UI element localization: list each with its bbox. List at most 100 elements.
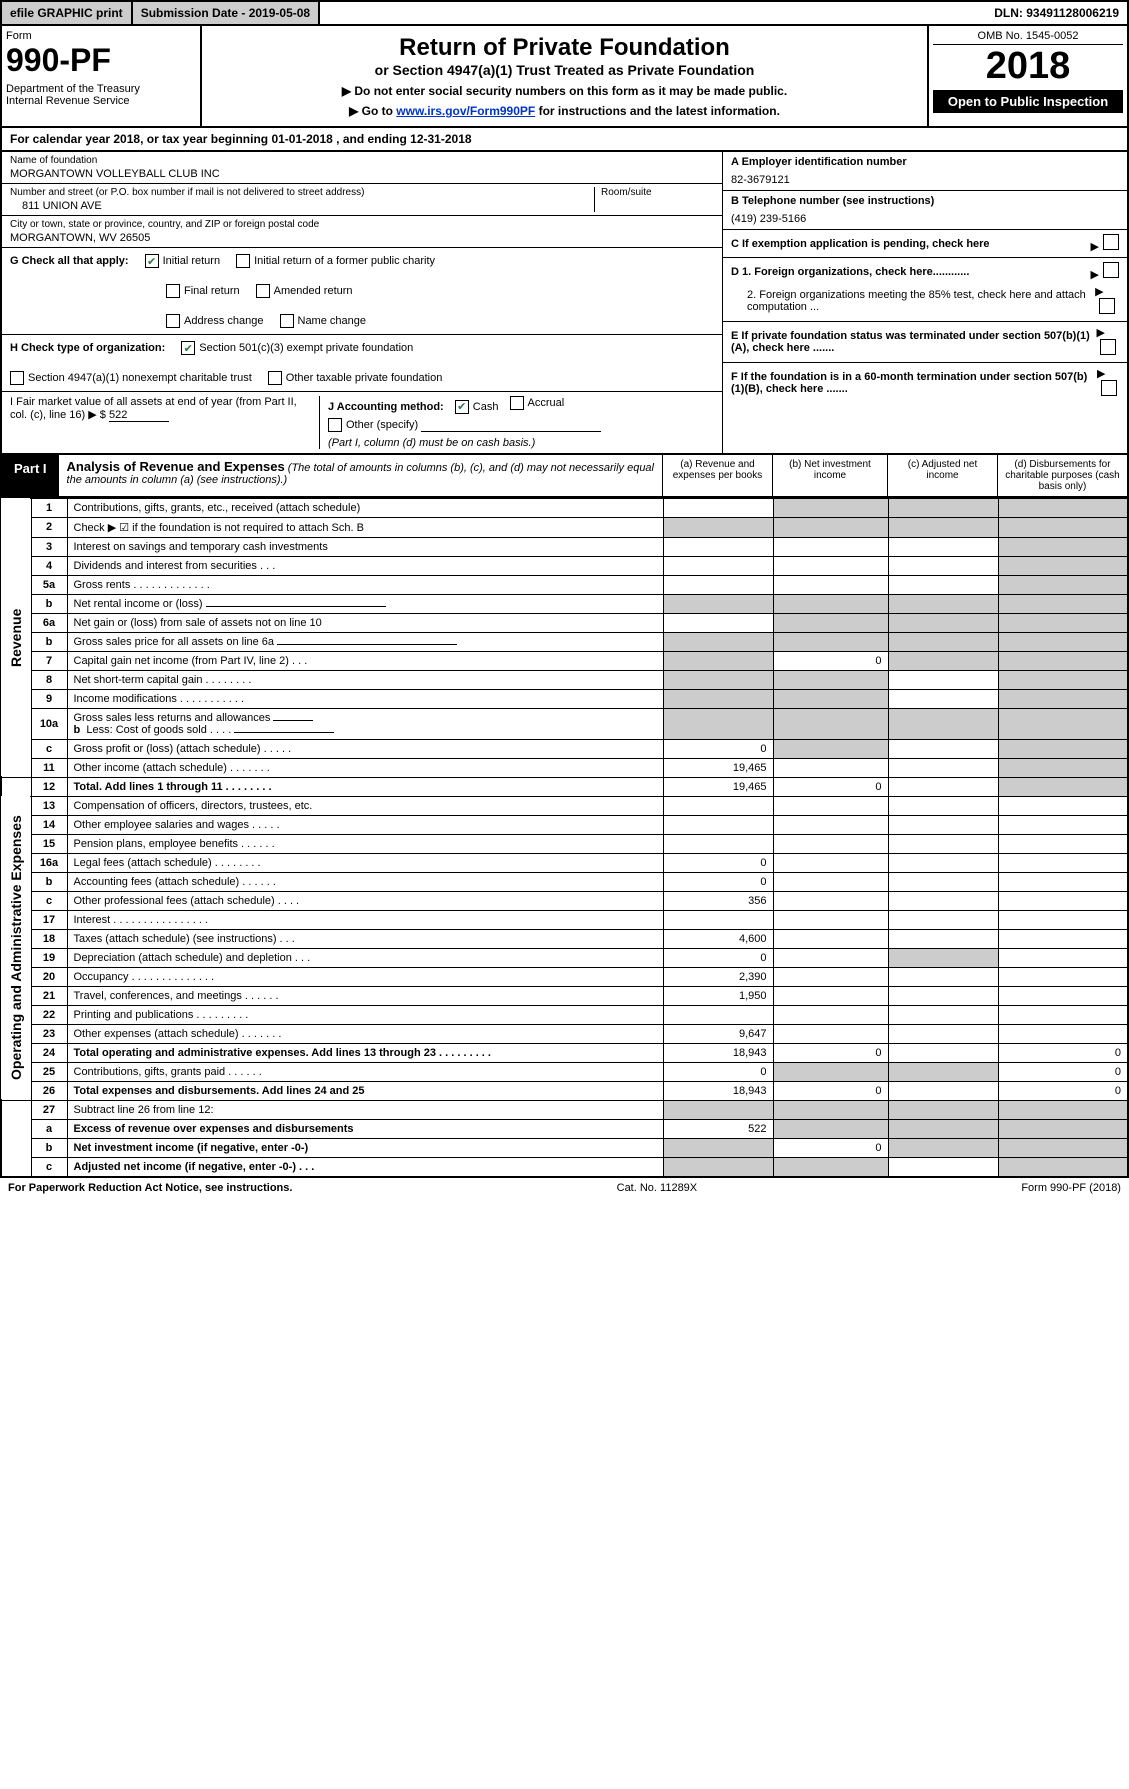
cell-value: 0 — [773, 1043, 888, 1062]
table-row: cGross profit or (loss) (attach schedule… — [1, 739, 1128, 758]
other-method-label: Other (specify) — [346, 419, 418, 431]
cell-value: 18,943 — [663, 1043, 773, 1062]
col-d-header: (d) Disbursements for charitable purpose… — [997, 455, 1127, 496]
room-label: Room/suite — [601, 187, 714, 198]
4947-checkbox[interactable] — [10, 371, 24, 385]
table-row: 26Total expenses and disbursements. Add … — [1, 1081, 1128, 1100]
d1-checkbox[interactable] — [1103, 262, 1119, 278]
dln-label: DLN: 93491128006219 — [986, 2, 1127, 24]
d2-checkbox[interactable] — [1099, 298, 1115, 314]
cell-value: 0 — [773, 1138, 888, 1157]
cash-checkbox[interactable] — [455, 400, 469, 414]
instr2-pre: ▶ Go to — [349, 104, 396, 118]
table-row: Revenue 1 Contributions, gifts, grants, … — [1, 498, 1128, 517]
table-row: 27Subtract line 26 from line 12: — [1, 1100, 1128, 1119]
table-row: cOther professional fees (attach schedul… — [1, 891, 1128, 910]
section-g: G Check all that apply: Initial return I… — [2, 248, 722, 335]
initial-return-checkbox[interactable] — [145, 254, 159, 268]
name-label: Name of foundation — [10, 155, 714, 166]
info-left: Name of foundation MORGANTOWN VOLLEYBALL… — [2, 152, 722, 453]
address-change-checkbox[interactable] — [166, 314, 180, 328]
f-checkbox[interactable] — [1101, 380, 1117, 396]
cell-value: 4,600 — [663, 929, 773, 948]
table-row: 11Other income (attach schedule) . . . .… — [1, 758, 1128, 777]
ein-label: A Employer identification number — [731, 156, 1119, 168]
table-row: 8Net short-term capital gain . . . . . .… — [1, 670, 1128, 689]
table-row: bNet investment income (if negative, ent… — [1, 1138, 1128, 1157]
top-bar: efile GRAPHIC print Submission Date - 20… — [0, 0, 1129, 26]
cell-value: 0 — [663, 1062, 773, 1081]
d1-label: D 1. Foreign organizations, check here..… — [731, 266, 969, 278]
table-row: 7Capital gain net income (from Part IV, … — [1, 651, 1128, 670]
table-row: 10aGross sales less returns and allowanc… — [1, 708, 1128, 739]
501c3-checkbox[interactable] — [181, 341, 195, 355]
form-title: Return of Private Foundation — [210, 34, 919, 62]
c-checkbox[interactable] — [1103, 234, 1119, 250]
cell-value: 0 — [663, 872, 773, 891]
4947-label: Section 4947(a)(1) nonexempt charitable … — [28, 372, 252, 384]
cell-value: 2,390 — [663, 967, 773, 986]
table-row: aExcess of revenue over expenses and dis… — [1, 1119, 1128, 1138]
cell-value: 1,950 — [663, 986, 773, 1005]
cell-value: 9,647 — [663, 1024, 773, 1043]
form-header: Form 990-PF Department of the Treasury I… — [0, 26, 1129, 128]
cell-value: 18,943 — [663, 1081, 773, 1100]
table-row: bGross sales price for all assets on lin… — [1, 632, 1128, 651]
analysis-table: Revenue 1 Contributions, gifts, grants, … — [0, 498, 1129, 1178]
e-checkbox[interactable] — [1100, 339, 1116, 355]
header-right: OMB No. 1545-0052 2018 Open to Public In… — [927, 26, 1127, 126]
instruction-2: ▶ Go to www.irs.gov/Form990PF for instru… — [210, 104, 919, 118]
footer-right: Form 990-PF (2018) — [1021, 1182, 1121, 1194]
ein-value: 82-3679121 — [731, 174, 1119, 186]
accrual-checkbox[interactable] — [510, 396, 524, 410]
footer-center: Cat. No. 11289X — [617, 1182, 698, 1194]
name-change-checkbox[interactable] — [280, 314, 294, 328]
line-desc: Excess of revenue over expenses and disb… — [74, 1123, 354, 1135]
d2-label: 2. Foreign organizations meeting the 85%… — [731, 289, 1095, 313]
table-row: 14Other employee salaries and wages . . … — [1, 815, 1128, 834]
cell-value: 522 — [663, 1119, 773, 1138]
line-desc: Total expenses and disbursements. Add li… — [74, 1085, 365, 1097]
tel-label: B Telephone number (see instructions) — [731, 195, 1119, 207]
table-row: 25Contributions, gifts, grants paid . . … — [1, 1062, 1128, 1081]
accrual-label: Accrual — [528, 397, 565, 409]
table-row: 16aLegal fees (attach schedule) . . . . … — [1, 853, 1128, 872]
amended-return-checkbox[interactable] — [256, 284, 270, 298]
cell-value: 0 — [773, 651, 888, 670]
h-label: H Check type of organization: — [10, 342, 165, 354]
final-return-checkbox[interactable] — [166, 284, 180, 298]
table-row: 15Pension plans, employee benefits . . .… — [1, 834, 1128, 853]
tax-year: 2018 — [933, 45, 1123, 88]
street-address: 811 UNION AVE — [10, 200, 594, 212]
instr-link[interactable]: www.irs.gov/Form990PF — [396, 104, 535, 118]
table-row: 5aGross rents . . . . . . . . . . . . . — [1, 575, 1128, 594]
part1-title: Analysis of Revenue and Expenses (The to… — [59, 455, 662, 496]
line-desc: Contributions, gifts, grants, etc., rece… — [67, 498, 663, 517]
table-row: 21Travel, conferences, and meetings . . … — [1, 986, 1128, 1005]
efile-label: efile GRAPHIC print — [2, 2, 133, 24]
col-b-header: (b) Net investment income — [772, 455, 887, 496]
initial-former-checkbox[interactable] — [236, 254, 250, 268]
table-row: 22Printing and publications . . . . . . … — [1, 1005, 1128, 1024]
line-desc: Adjusted net income (if negative, enter … — [74, 1161, 315, 1173]
line-desc: Net rental income or (loss) — [74, 598, 203, 610]
cell-value: 0 — [773, 777, 888, 796]
cash-label: Cash — [473, 401, 499, 413]
other-taxable-checkbox[interactable] — [268, 371, 282, 385]
line-desc: Net investment income (if negative, ente… — [74, 1142, 309, 1154]
table-row: 2Check ▶ ☑ if the foundation is not requ… — [1, 517, 1128, 537]
table-row: bAccounting fees (attach schedule) . . .… — [1, 872, 1128, 891]
table-row: 23Other expenses (attach schedule) . . .… — [1, 1024, 1128, 1043]
other-method-checkbox[interactable] — [328, 418, 342, 432]
fmv-value: 522 — [109, 409, 169, 422]
line-desc: Check ▶ ☑ if the foundation is not requi… — [74, 522, 364, 534]
revenue-side-label: Revenue — [1, 498, 31, 777]
j-note: (Part I, column (d) must be on cash basi… — [328, 437, 714, 449]
table-row: bNet rental income or (loss) — [1, 594, 1128, 613]
table-row: 20Occupancy . . . . . . . . . . . . . .2… — [1, 967, 1128, 986]
cell-value: 0 — [998, 1043, 1128, 1062]
amended-return-label: Amended return — [274, 285, 353, 297]
cell-value: 0 — [663, 739, 773, 758]
part1-tab: Part I — [2, 455, 59, 496]
city-value: MORGANTOWN, WV 26505 — [10, 232, 714, 244]
